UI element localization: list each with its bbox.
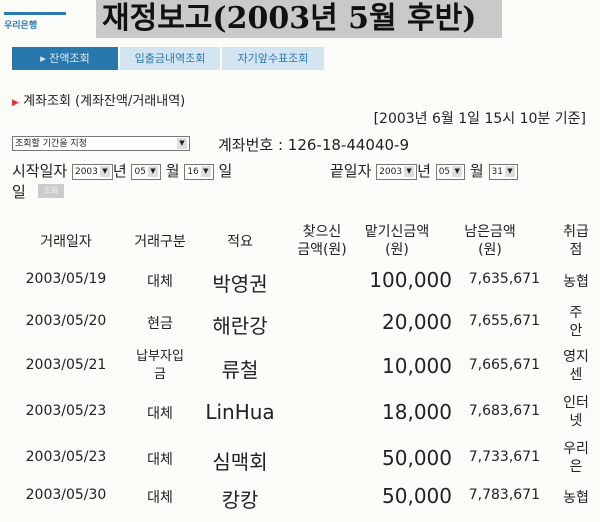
cell-date: 2003/05/30 <box>25 487 107 503</box>
cell-in: 50,000 <box>382 484 452 508</box>
cell-in: 50,000 <box>382 446 452 470</box>
cell-balance: 7,733,671 <box>468 449 540 465</box>
cell-in: 20,000 <box>382 310 452 334</box>
column-header: 남은금액 (원) <box>464 224 516 258</box>
triangle-icon: ▶ <box>12 98 19 108</box>
column-header: 적요 <box>227 234 253 250</box>
cell-memo: 심맥회 <box>212 450 268 474</box>
start-month-select[interactable]: 05 ▼ <box>131 163 161 180</box>
cell-type: 대체 <box>147 406 173 422</box>
end-day-select[interactable]: 31 ▼ <box>488 163 518 180</box>
column-header: 거래일자 <box>40 234 92 250</box>
cell-date: 2003/05/19 <box>25 271 107 287</box>
cell-in: 10,000 <box>382 354 452 378</box>
start-day-select[interactable]: 16 ▼ <box>184 163 214 180</box>
section-label: 계좌조회 (계좌잔액/거래내역) <box>23 94 186 109</box>
cell-branch: 영지 센 <box>563 349 589 383</box>
bank-logo: 우리은행 <box>4 12 66 31</box>
cell-branch: 농협 <box>563 274 589 290</box>
cell-balance: 7,635,671 <box>468 271 540 287</box>
section-heading: ▶ 계좌조회 (계좌잔액/거래내역) <box>12 90 185 109</box>
column-header: 맡기신금액 (원) <box>364 224 430 258</box>
column-header: 찾으신 금액(원) <box>297 224 347 258</box>
cell-in: 100,000 <box>369 268 452 292</box>
end-month-select[interactable]: 05 ▼ <box>435 163 466 180</box>
tab-cashier-check[interactable]: 자기앞수표조회 <box>222 47 324 70</box>
cell-type: 현금 <box>147 316 173 332</box>
column-header: 취급 점 <box>563 224 589 258</box>
cell-memo: 박영권 <box>212 272 268 296</box>
cell-branch: 인터 넷 <box>563 395 589 429</box>
cell-date: 2003/05/20 <box>25 313 107 329</box>
end-date-row: 끝일자 2003 ▼ 년 05 ▼ 월 31 ▼ <box>330 160 518 181</box>
cell-branch: 우리 은 <box>563 441 589 475</box>
cell-balance: 7,683,671 <box>468 403 540 419</box>
cell-memo: 해란강 <box>212 314 268 338</box>
cell-memo: LinHua <box>205 400 275 424</box>
period-select-value: 조회할 기간을 지정 <box>15 139 87 149</box>
end-date-label: 끝일자 <box>330 162 372 180</box>
cell-type: 납부자입 금 <box>136 349 184 382</box>
cell-branch: 농협 <box>563 490 589 506</box>
timestamp: [2003년 6월 1일 15시 10분 기준] <box>373 111 586 127</box>
cell-balance: 7,655,671 <box>468 313 540 329</box>
cell-memo: 류철 <box>221 358 259 382</box>
start-date-row: 시작일자 2003 ▼ 년 05 ▼ 월 16 ▼ 일 <box>12 162 233 180</box>
cell-date: 2003/05/23 <box>25 449 107 465</box>
tab-balance[interactable]: ▸ 잔액조회 <box>12 47 118 70</box>
search-button[interactable]: 조회 <box>38 184 64 198</box>
period-select[interactable]: 조회할 기간을 지정 ▼ <box>12 136 190 151</box>
tab-transactions[interactable]: 입출금내역조회 <box>120 47 220 70</box>
cell-date: 2003/05/23 <box>25 403 107 419</box>
cell-type: 대체 <box>147 452 173 468</box>
cell-balance: 7,783,671 <box>468 487 540 503</box>
cell-type: 대체 <box>147 490 173 506</box>
start-date-label: 시작일자 <box>12 162 68 180</box>
cell-memo: 캉캉 <box>221 488 259 512</box>
page-title: 재정보고(2003년 5월 후반) <box>96 0 502 38</box>
cell-in: 18,000 <box>382 400 452 424</box>
start-year-select[interactable]: 2003 ▼ <box>71 163 113 180</box>
cell-date: 2003/05/21 <box>25 357 107 373</box>
cell-type: 대체 <box>147 274 173 290</box>
end-year-select[interactable]: 2003 ▼ <box>376 163 418 180</box>
end-day-unit: 일 <box>12 183 26 201</box>
column-header: 거래구분 <box>134 234 186 250</box>
cell-branch: 주 안 <box>569 305 583 339</box>
chevron-down-icon: ▼ <box>177 138 187 149</box>
account-number: 계좌번호 : 126-18-44040-9 <box>218 136 410 154</box>
cell-balance: 7,665,671 <box>468 357 540 373</box>
